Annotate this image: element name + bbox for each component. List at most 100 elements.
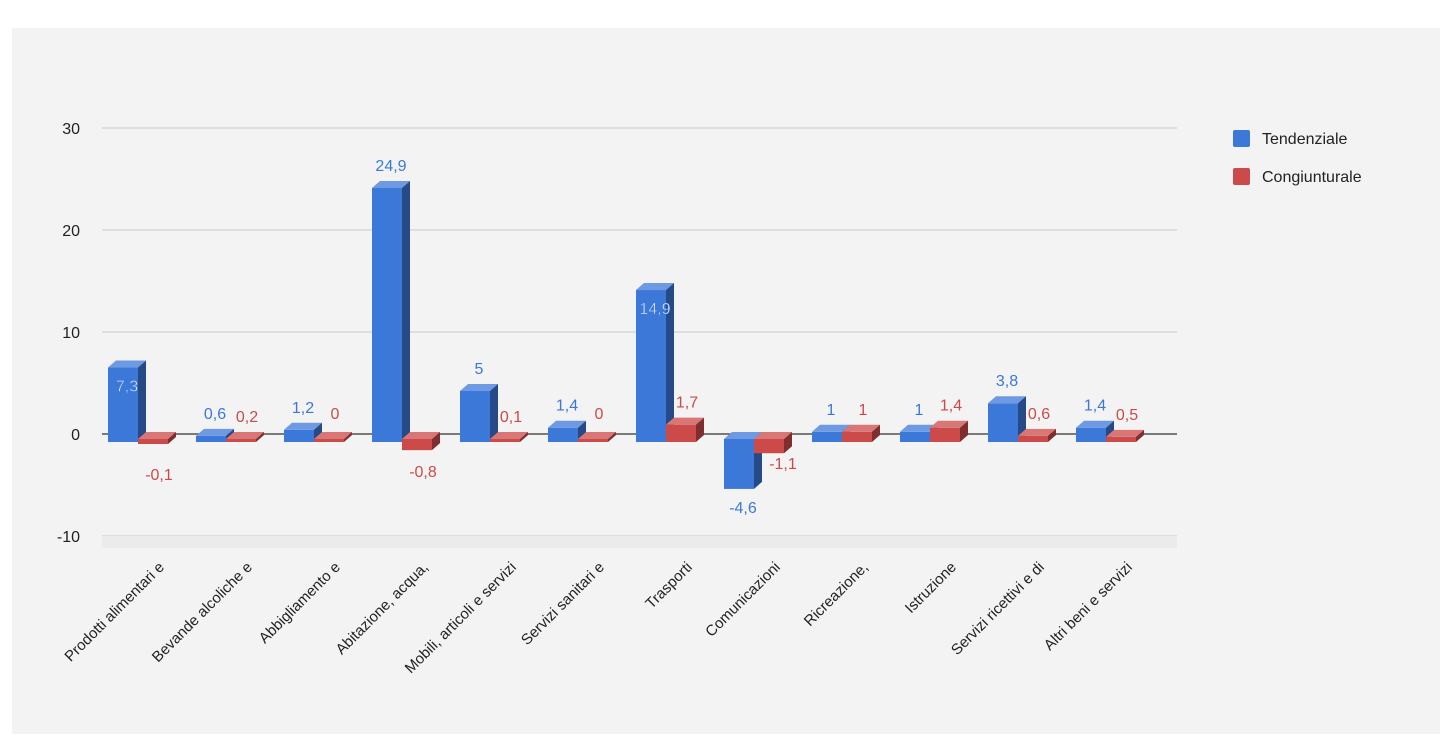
bar-top — [636, 283, 674, 291]
bar-front — [138, 439, 168, 444]
data-label-congiunturale: 1,7 — [676, 395, 698, 412]
bar-top — [988, 396, 1026, 404]
legend: Tendenziale Congiunturale — [1233, 130, 1362, 186]
data-label-congiunturale: 1 — [859, 402, 868, 419]
bar-front — [842, 431, 872, 442]
y-tick-label: -10 — [57, 529, 80, 546]
bar-congiunturale-5[interactable] — [578, 432, 616, 442]
bar-side — [256, 432, 264, 442]
bar-side — [1136, 429, 1144, 442]
bar-congiunturale-11[interactable] — [1106, 429, 1144, 442]
legend-item-tendenziale[interactable]: Tendenziale — [1233, 130, 1348, 148]
bar-top — [842, 424, 880, 432]
bar-front — [1076, 427, 1106, 442]
bar-front — [226, 439, 256, 442]
y-tick-label: 10 — [62, 325, 80, 342]
bar-top — [724, 432, 762, 439]
bar-top — [196, 428, 234, 436]
data-label-tendenziale: 1 — [915, 402, 924, 419]
data-label-tendenziale: 14,9 — [639, 301, 670, 318]
bar-congiunturale-4[interactable] — [490, 432, 528, 442]
legend-swatch-tendenziale — [1233, 130, 1250, 147]
data-label-tendenziale: 1,4 — [1084, 398, 1106, 415]
bar-top — [372, 181, 410, 189]
bar-side — [872, 424, 880, 442]
bar-congiunturale-1[interactable] — [226, 432, 264, 442]
bar-congiunturale-10[interactable] — [1018, 428, 1056, 442]
bar-front — [490, 439, 520, 442]
bar-tendenziale-5[interactable] — [548, 420, 586, 442]
bar-top — [402, 432, 440, 439]
bar-top — [754, 432, 792, 439]
legend-label-congiunturale: Congiunturale — [1262, 169, 1362, 186]
bar-tendenziale-2[interactable] — [284, 422, 322, 442]
bar-front — [196, 435, 226, 442]
bar-top — [226, 432, 264, 439]
bar-front — [812, 431, 842, 442]
legend-label-tendenziale: Tendenziale — [1262, 131, 1348, 148]
bar-front — [636, 290, 666, 442]
bar-side — [666, 283, 674, 442]
data-label-congiunturale: -0,8 — [409, 464, 437, 481]
bar-top — [578, 432, 616, 439]
bar-top — [900, 424, 938, 432]
bar-tendenziale-10[interactable] — [988, 396, 1026, 442]
plot-floor — [102, 536, 1177, 548]
chart-frame: -10 0 10 20 30 7,3 -0,1 0,6 0,2 1,2 0 24,9 -0,8 5 0,1… — [12, 28, 1440, 734]
bar-congiunturale-2[interactable] — [314, 432, 352, 442]
bar-side — [608, 432, 616, 442]
bar-top — [108, 360, 146, 368]
bar-front — [372, 188, 402, 442]
bar-tendenziale-3[interactable] — [372, 181, 410, 442]
legend-swatch-congiunturale — [1233, 168, 1250, 185]
bar-front — [1018, 435, 1048, 442]
y-axis-ticks: -10 0 10 20 30 — [57, 121, 80, 546]
bar-side — [432, 432, 440, 451]
bar-front — [900, 431, 930, 442]
y-tick-label: 20 — [62, 223, 80, 240]
y-tick-label: 30 — [62, 121, 80, 138]
bar-top — [1018, 428, 1056, 436]
data-label-tendenziale: 7,3 — [116, 379, 138, 396]
bar-congiunturale-8[interactable] — [842, 424, 880, 442]
bar-front — [314, 439, 344, 442]
bar-top — [1106, 429, 1144, 437]
bar-front — [1106, 436, 1136, 442]
bar-top — [930, 420, 968, 428]
bar-top — [1076, 420, 1114, 428]
legend-item-congiunturale[interactable]: Congiunturale — [1233, 168, 1362, 186]
bar-front — [930, 427, 960, 442]
bar-side — [168, 432, 176, 444]
bar-front — [988, 403, 1018, 442]
data-label-congiunturale: 0 — [331, 406, 340, 423]
data-label-congiunturale: 0,5 — [1116, 407, 1138, 424]
bar-congiunturale-9[interactable] — [930, 420, 968, 442]
bars — [108, 181, 1144, 489]
data-labels: 7,3 -0,1 0,6 0,2 1,2 0 24,9 -0,8 5 0,1 1,4 0 14,9 1,7… — [116, 158, 1139, 517]
data-label-tendenziale: 5 — [475, 361, 484, 378]
bar-front — [724, 439, 754, 489]
bar-tendenziale-0[interactable] — [108, 360, 146, 442]
bar-side — [1018, 396, 1026, 442]
bar-side — [520, 432, 528, 442]
data-label-tendenziale: -4,6 — [729, 500, 757, 517]
data-label-congiunturale: 0,2 — [236, 409, 258, 426]
y-tick-label: 0 — [71, 427, 80, 444]
bar-tendenziale-11[interactable] — [1076, 420, 1114, 442]
data-label-congiunturale: 0,6 — [1028, 406, 1050, 423]
data-label-congiunturale: 0,1 — [500, 409, 522, 426]
bar-tendenziale-6[interactable] — [636, 283, 674, 442]
bar-congiunturale-7[interactable] — [754, 432, 792, 454]
bar-top — [314, 432, 352, 439]
bar-top — [490, 432, 528, 439]
bar-congiunturale-6[interactable] — [666, 417, 704, 442]
bar-congiunturale-0[interactable] — [138, 432, 176, 444]
bar-top — [666, 417, 704, 425]
bar-tendenziale-4[interactable] — [460, 384, 498, 442]
bar-side — [1048, 428, 1056, 442]
bar-congiunturale-3[interactable] — [402, 432, 440, 451]
bar-side — [344, 432, 352, 442]
chart-background — [12, 28, 1440, 734]
bar-side — [696, 417, 704, 442]
